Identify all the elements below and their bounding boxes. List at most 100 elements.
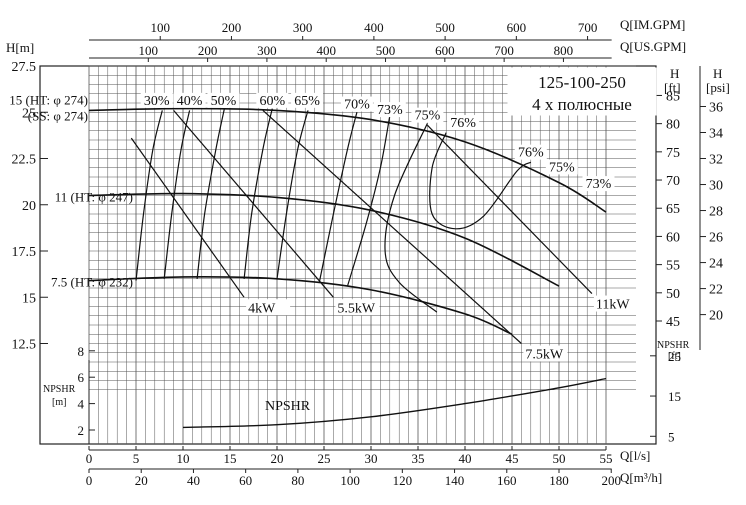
ft-tick-label: 65 bbox=[666, 202, 680, 217]
y-axis-title-head-m: H[m] bbox=[6, 40, 34, 55]
npshr-m-tick-label: 6 bbox=[78, 370, 85, 385]
labels-layer: 27.52522.52017.51512.5455055606570758085… bbox=[9, 20, 723, 488]
psi-tick-label: 32 bbox=[709, 153, 723, 168]
x-axis-title-imgpm: Q[IM.GPM] bbox=[620, 17, 685, 32]
efficiency-label-8: 76% bbox=[450, 116, 476, 131]
power-label-bg-3 bbox=[593, 295, 638, 312]
x-tick-label-m3h: 0 bbox=[86, 473, 93, 488]
efficiency-label-3: 60% bbox=[259, 94, 285, 109]
x-tick-label-imgpm: 500 bbox=[435, 20, 455, 35]
efficiency-label-2: 50% bbox=[211, 94, 237, 109]
npshr-ft-tick-label: 5 bbox=[668, 429, 675, 444]
model-title: 125-100-250 bbox=[538, 73, 626, 92]
power-label-3: 11kW bbox=[596, 298, 630, 313]
efficiency-label-bg-1 bbox=[173, 92, 206, 108]
ft-tick-label: 45 bbox=[666, 315, 680, 330]
npshr-m-tick-label: 2 bbox=[78, 423, 85, 438]
x-tick-label-imgpm: 100 bbox=[150, 20, 170, 35]
x-tick-label-usgpm: 600 bbox=[435, 43, 455, 58]
psi-tick-label: 36 bbox=[709, 100, 723, 115]
efficiency-label-5: 70% bbox=[344, 98, 370, 113]
power-label-bg-2 bbox=[523, 345, 568, 362]
x-tick-label-ls: 50 bbox=[553, 451, 566, 466]
efficiency-label-4: 65% bbox=[294, 94, 320, 109]
efficiency-label-bg-8 bbox=[447, 115, 480, 131]
x-axis-title-m3h: Q[m³/h] bbox=[620, 470, 662, 485]
y-tick-label-head: 15 bbox=[22, 291, 36, 306]
x-tick-label-usgpm: 800 bbox=[554, 43, 574, 58]
efficiency-label-bg-5 bbox=[340, 96, 373, 112]
x-tick-label-ls: 45 bbox=[506, 451, 519, 466]
x-tick-label-m3h: 100 bbox=[340, 473, 360, 488]
x-tick-label-m3h: 20 bbox=[135, 473, 148, 488]
npshr-ft-tick-label: 25 bbox=[668, 349, 681, 364]
efficiency-curve-0 bbox=[135, 110, 163, 281]
poles-label: 4 x полюсные bbox=[532, 95, 632, 114]
npshr-m-title-top: NPSHR bbox=[43, 384, 76, 395]
x-tick-label-ls: 20 bbox=[271, 451, 284, 466]
x-tick-label-usgpm: 200 bbox=[198, 43, 218, 58]
efficiency-label-6: 73% bbox=[377, 103, 403, 118]
x-tick-label-imgpm: 700 bbox=[578, 20, 598, 35]
x-tick-label-usgpm: 100 bbox=[139, 43, 159, 58]
ft-tick-label: 80 bbox=[666, 118, 680, 133]
model-box bbox=[507, 67, 657, 116]
power-label-2: 7.5kW bbox=[525, 348, 564, 363]
grid bbox=[39, 36, 706, 473]
y-tick-label-head: 27.5 bbox=[12, 60, 37, 75]
x-tick-label-usgpm: 400 bbox=[316, 43, 336, 58]
x-tick-label-ls: 55 bbox=[600, 451, 613, 466]
efficiency-curve-5 bbox=[318, 112, 358, 283]
psi-tick-label: 20 bbox=[709, 309, 723, 324]
ft-tick-label: 85 bbox=[666, 89, 680, 104]
x-tick-label-ls: 25 bbox=[318, 451, 331, 466]
y-axis-title-ft-unit: [ft] bbox=[664, 80, 681, 95]
efficiency-curve-8 bbox=[429, 132, 532, 230]
x-tick-label-m3h: 80 bbox=[291, 473, 304, 488]
impeller-curve-2 bbox=[88, 275, 513, 336]
x-tick-label-ls: 0 bbox=[86, 451, 93, 466]
efficiency-label-bg-10 bbox=[545, 159, 578, 175]
efficiency-label-bg-9 bbox=[514, 144, 547, 160]
y-tick-label-head: 20 bbox=[22, 199, 36, 214]
x-tick-label-ls: 30 bbox=[365, 451, 378, 466]
x-tick-label-ls: 35 bbox=[412, 451, 425, 466]
npshr-m-title-unit: [m] bbox=[52, 397, 66, 408]
psi-tick-label: 30 bbox=[709, 179, 723, 194]
x-tick-label-usgpm: 500 bbox=[376, 43, 396, 58]
efficiency-curve-7 bbox=[384, 123, 438, 313]
efficiency-label-10: 75% bbox=[549, 160, 575, 175]
x-tick-label-imgpm: 200 bbox=[222, 20, 242, 35]
ft-tick-label: 60 bbox=[666, 230, 680, 245]
efficiency-label-bg-6 bbox=[373, 102, 406, 118]
impeller-label-0-b: (SS: φ 274) bbox=[28, 108, 88, 123]
npshr-m-tick-label: 4 bbox=[78, 397, 85, 412]
x-tick-label-m3h: 120 bbox=[393, 473, 413, 488]
x-tick-label-m3h: 40 bbox=[187, 473, 200, 488]
x-tick-label-usgpm: 300 bbox=[257, 43, 277, 58]
power-curve-3 bbox=[426, 124, 593, 295]
x-tick-label-m3h: 200 bbox=[601, 473, 621, 488]
efficiency-label-1: 40% bbox=[177, 94, 203, 109]
psi-tick-label: 22 bbox=[709, 283, 723, 298]
psi-tick-label: 28 bbox=[709, 205, 723, 220]
ft-tick-label: 70 bbox=[666, 174, 680, 189]
curves-layer bbox=[88, 107, 607, 429]
ft-tick-label: 55 bbox=[666, 259, 680, 274]
power-curve-1 bbox=[173, 110, 334, 298]
efficiency-curve-4 bbox=[276, 110, 309, 279]
x-axis-title-ls: Q[l/s] bbox=[620, 448, 650, 463]
x-tick-label-m3h: 180 bbox=[549, 473, 569, 488]
npshr-ft-tick-label: 15 bbox=[668, 389, 681, 404]
x-tick-label-m3h: 140 bbox=[445, 473, 465, 488]
x-tick-label-ls: 5 bbox=[133, 451, 140, 466]
impeller-label-2: 7.5 (HT: φ 232) bbox=[51, 275, 133, 290]
x-tick-label-imgpm: 400 bbox=[364, 20, 384, 35]
power-label-bg-0 bbox=[246, 299, 291, 316]
power-curve-0 bbox=[130, 137, 245, 298]
npshr-m-tick-label: 8 bbox=[78, 344, 85, 359]
y-tick-label-head: 22.5 bbox=[12, 153, 37, 168]
npshr-ft-title-unit: [ft] bbox=[668, 351, 681, 362]
power-label-0: 4kW bbox=[248, 301, 276, 316]
